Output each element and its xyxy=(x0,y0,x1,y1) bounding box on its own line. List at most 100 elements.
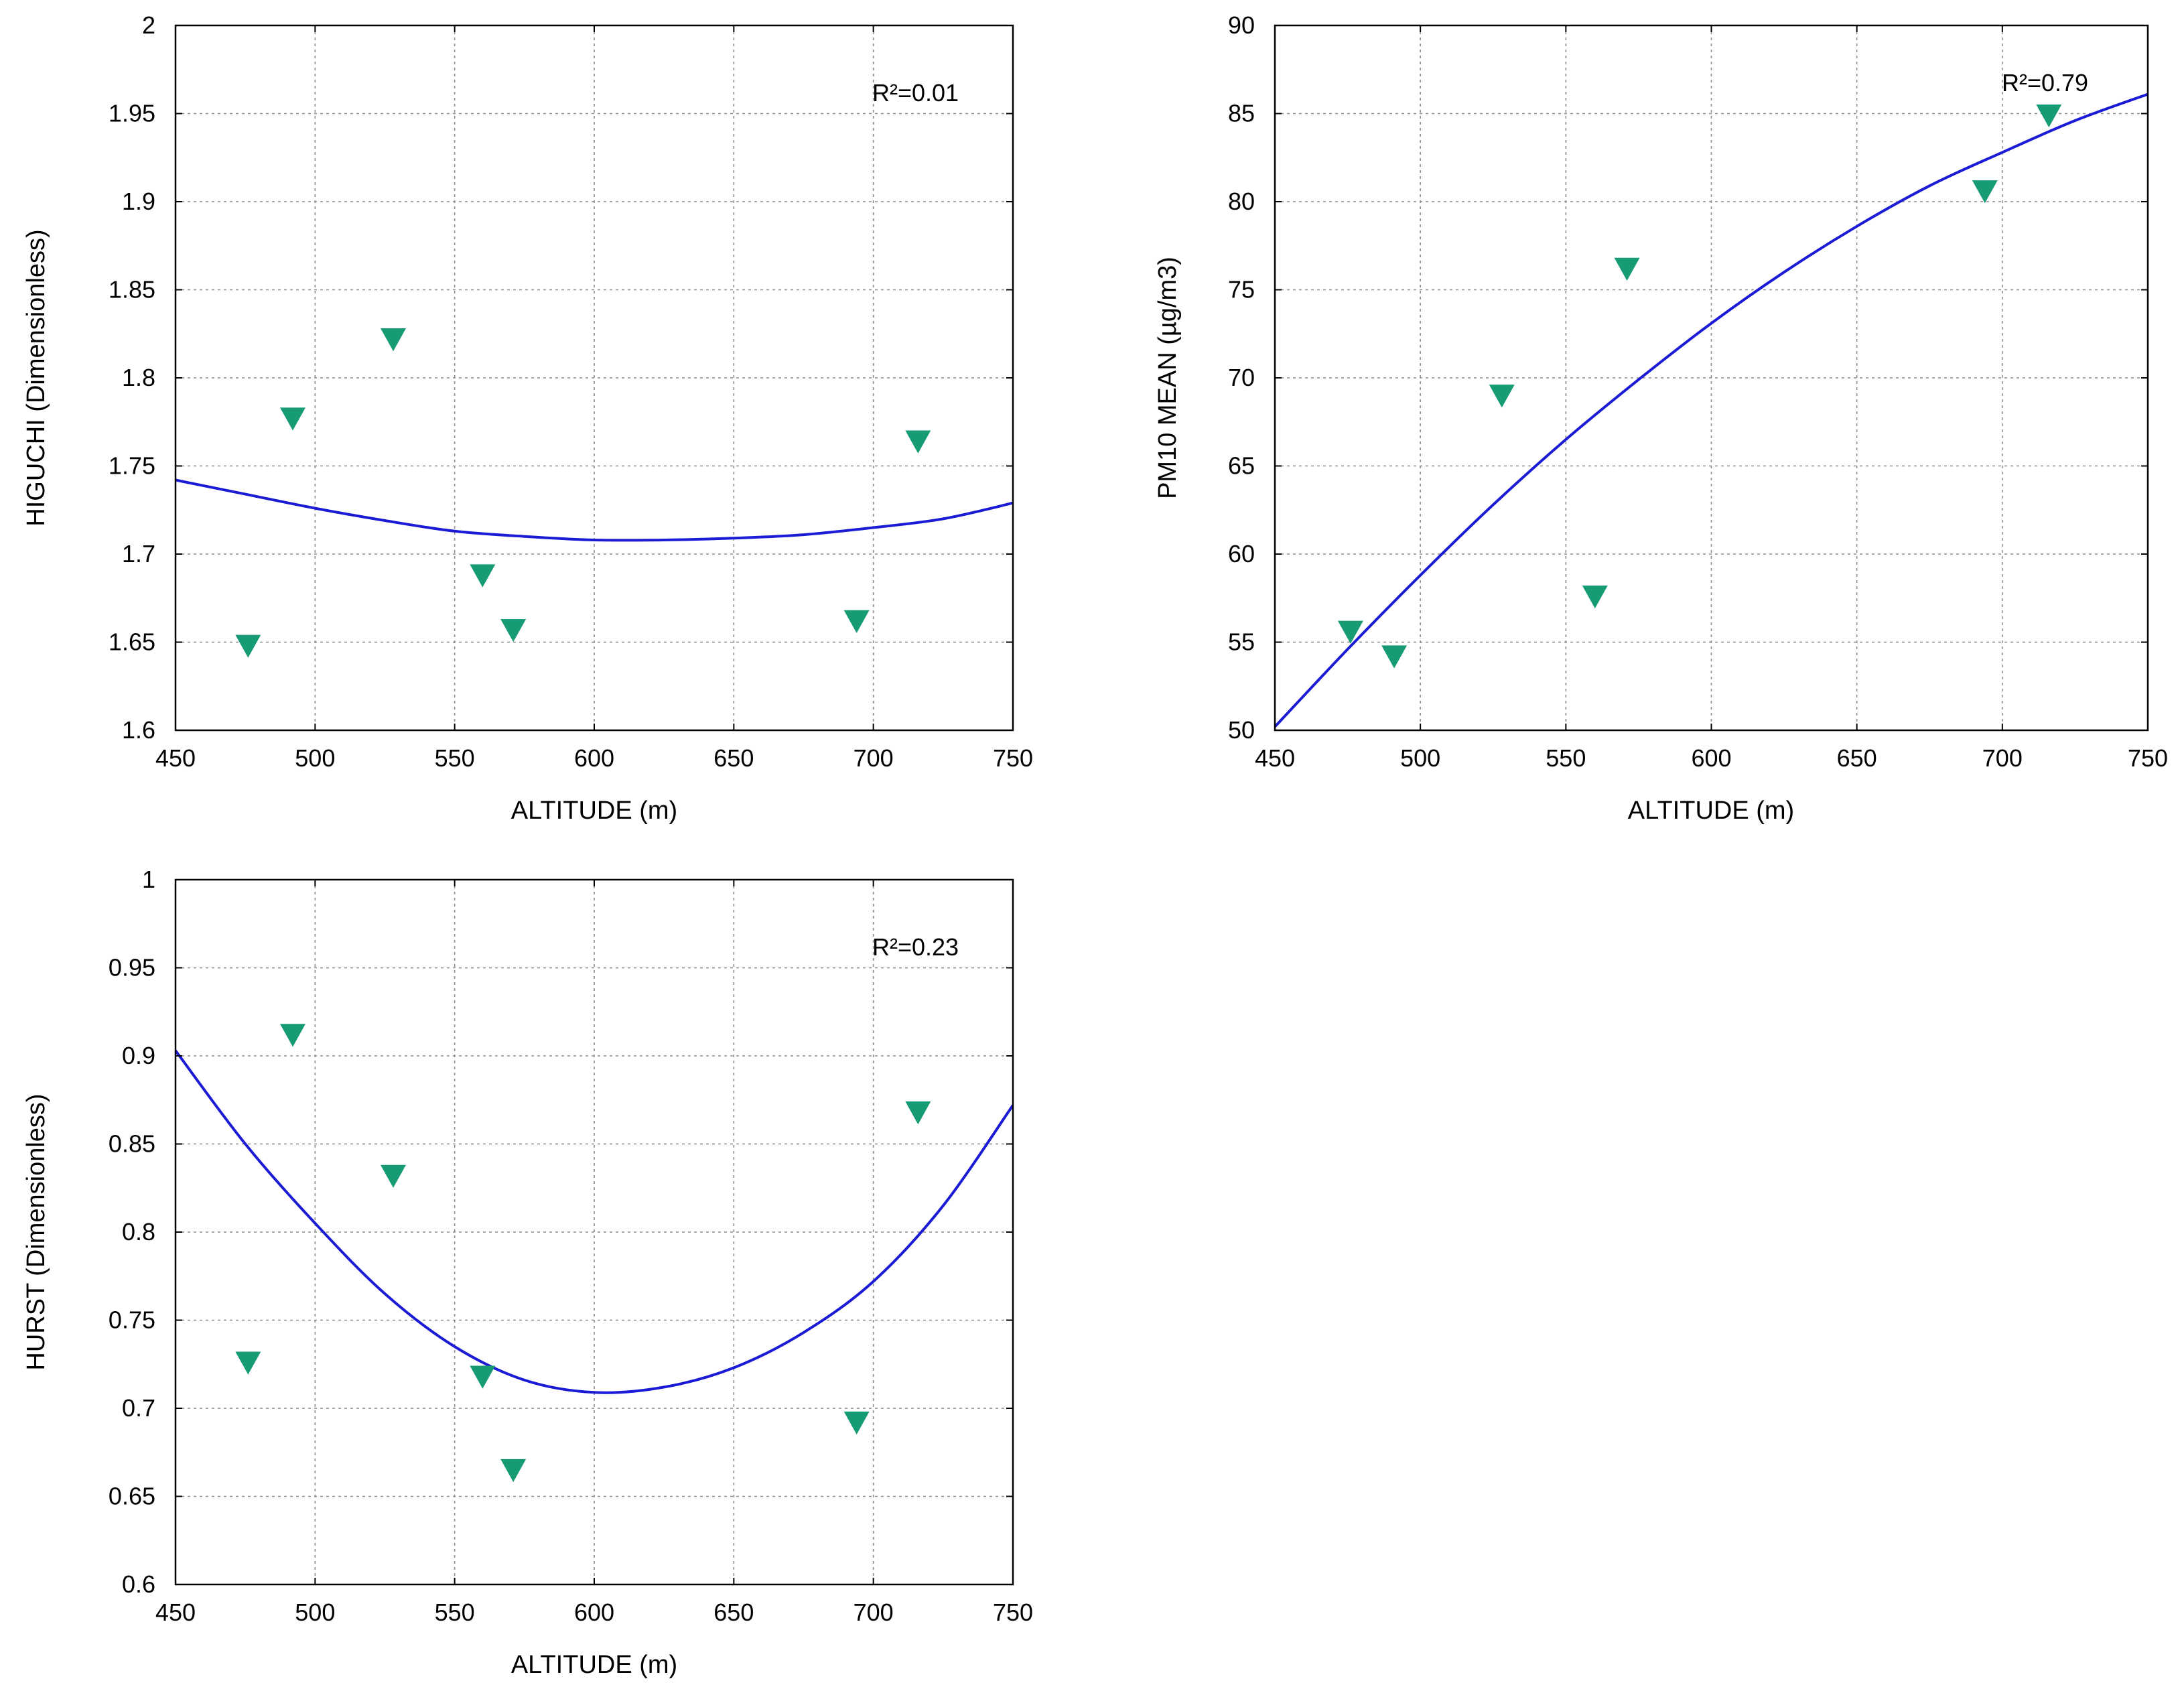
chart-higuchi: 450 500 550 600 650 700 750 1.6 1.65 1.7 1.75 1.8 1.… xyxy=(22,11,1033,825)
data-point-marker xyxy=(381,1164,406,1188)
r2-annotation: R²=0.79 xyxy=(2002,69,2088,96)
x-tick-label: 600 xyxy=(574,744,614,772)
fit-layer xyxy=(1274,92,2148,728)
y-tick-label: 1.75 xyxy=(109,452,155,480)
fit-curve xyxy=(1274,92,2148,728)
ticks-layer: 450 500 550 600 650 700 750 0.6 0.65 0.7 0.75 0.8 0.… xyxy=(109,866,1033,1626)
x-tick-label: 550 xyxy=(435,1599,475,1626)
grid-layer xyxy=(1275,25,2148,730)
data-point-marker xyxy=(2036,104,2062,128)
y-tick-label: 1.95 xyxy=(109,100,155,127)
data-point-marker xyxy=(843,1411,870,1435)
x-tick-label: 450 xyxy=(155,744,196,772)
points-layer xyxy=(1337,104,2062,669)
x-axis-title: ALTITUDE (m) xyxy=(511,1651,677,1679)
y-axis-title: HURST (Dimensionless) xyxy=(22,1093,50,1370)
y-tick-label: 1.7 xyxy=(122,540,155,567)
y-tick-label: 0.95 xyxy=(109,954,155,982)
y-tick-label: 1.85 xyxy=(109,276,155,303)
y-tick-label: 0.75 xyxy=(109,1306,155,1334)
data-point-marker xyxy=(1582,585,1608,609)
x-tick-label: 500 xyxy=(295,744,335,772)
r2-annotation: R²=0.01 xyxy=(872,79,959,107)
y-tick-label: 0.65 xyxy=(109,1483,155,1510)
fit-curve xyxy=(175,478,1014,542)
r2-annotation: R²=0.23 xyxy=(872,933,959,961)
y-tick-label: 1.65 xyxy=(109,628,155,656)
y-tick-label: 50 xyxy=(1228,716,1255,744)
x-tick-label: 500 xyxy=(295,1599,335,1626)
x-tick-label: 450 xyxy=(1255,744,1295,772)
grid-layer xyxy=(176,25,1013,730)
data-point-marker xyxy=(1381,645,1408,669)
y-tick-label: 75 xyxy=(1228,276,1255,303)
data-point-marker xyxy=(470,1365,496,1389)
data-point-marker xyxy=(905,1101,931,1125)
data-point-marker xyxy=(905,430,931,454)
x-tick-label: 700 xyxy=(1982,744,2023,772)
x-tick-label: 650 xyxy=(713,744,754,772)
plot-frame xyxy=(174,878,1014,1586)
x-tick-label: 750 xyxy=(993,1599,1033,1626)
x-tick-label: 700 xyxy=(854,744,894,772)
x-axis-title: ALTITUDE (m) xyxy=(511,797,677,825)
x-tick-label: 650 xyxy=(1837,744,1877,772)
points-layer xyxy=(235,328,931,658)
y-tick-label: 55 xyxy=(1228,628,1255,656)
chart-pm10: 450 500 550 600 650 700 750505560657075808590 … xyxy=(1154,11,2168,825)
x-tick-label: 600 xyxy=(1691,744,1731,772)
data-point-marker xyxy=(1972,180,1998,204)
y-tick-label: 60 xyxy=(1228,540,1255,567)
fit-curve xyxy=(174,1049,1014,1394)
y-tick-label: 0.85 xyxy=(109,1130,155,1158)
y-tick-label: 0.6 xyxy=(122,1570,155,1598)
chart-hurst: 450 500 550 600 650 700 750 0.6 0.65 0.7 0.75 0.8 0.… xyxy=(22,866,1033,1679)
data-point-marker xyxy=(280,407,305,431)
data-point-marker xyxy=(381,328,406,352)
x-tick-label: 600 xyxy=(574,1599,614,1626)
data-point-marker xyxy=(843,610,870,633)
y-tick-label: 90 xyxy=(1228,11,1255,39)
data-point-marker xyxy=(235,1351,261,1375)
plot-frame xyxy=(1274,24,2149,732)
x-tick-label: 750 xyxy=(2128,744,2168,772)
y-axis-title: PM10 MEAN (µg/m3) xyxy=(1154,257,1182,499)
data-point-marker xyxy=(1489,385,1515,408)
y-tick-label: 2 xyxy=(142,11,155,39)
y-tick-label: 80 xyxy=(1228,188,1255,215)
data-point-marker xyxy=(1614,257,1640,281)
y-tick-label: 1.6 xyxy=(122,716,155,744)
y-tick-label: 1.9 xyxy=(122,188,155,215)
y-tick-label: 0.7 xyxy=(122,1394,155,1422)
y-tick-label: 85 xyxy=(1228,100,1255,127)
x-tick-label: 450 xyxy=(155,1599,196,1626)
data-point-marker xyxy=(280,1024,305,1047)
y-tick-label: 1 xyxy=(142,866,155,893)
data-point-marker xyxy=(1337,620,1363,644)
x-tick-label: 700 xyxy=(854,1599,894,1626)
ticks-layer: 450 500 550 600 650 700 750 1.6 1.65 1.7 1.75 1.8 1.… xyxy=(109,11,1033,772)
points-layer xyxy=(235,1024,931,1483)
x-tick-label: 750 xyxy=(993,744,1033,772)
y-axis-title: HIGUCHI (Dimensionless) xyxy=(22,229,50,526)
x-tick-label: 650 xyxy=(713,1599,754,1626)
x-axis-title: ALTITUDE (m) xyxy=(1628,797,1794,825)
grid-layer xyxy=(176,880,1013,1584)
y-tick-label: 65 xyxy=(1228,452,1255,480)
fit-layer xyxy=(175,478,1014,542)
y-tick-label: 1.8 xyxy=(122,364,155,391)
data-point-marker xyxy=(470,564,496,588)
data-point-marker xyxy=(500,1459,527,1483)
x-tick-label: 550 xyxy=(435,744,475,772)
y-tick-label: 70 xyxy=(1228,364,1255,391)
y-tick-label: 0.8 xyxy=(122,1218,155,1245)
x-tick-label: 500 xyxy=(1400,744,1440,772)
plot-frame xyxy=(174,24,1014,732)
y-tick-label: 0.9 xyxy=(122,1042,155,1069)
data-point-marker xyxy=(235,634,261,658)
x-tick-label: 550 xyxy=(1546,744,1586,772)
ticks-layer: 450 500 550 600 650 700 750 50 55 60 65 70 75 80 85 90 xyxy=(1228,11,2168,772)
fit-layer xyxy=(174,1049,1014,1394)
